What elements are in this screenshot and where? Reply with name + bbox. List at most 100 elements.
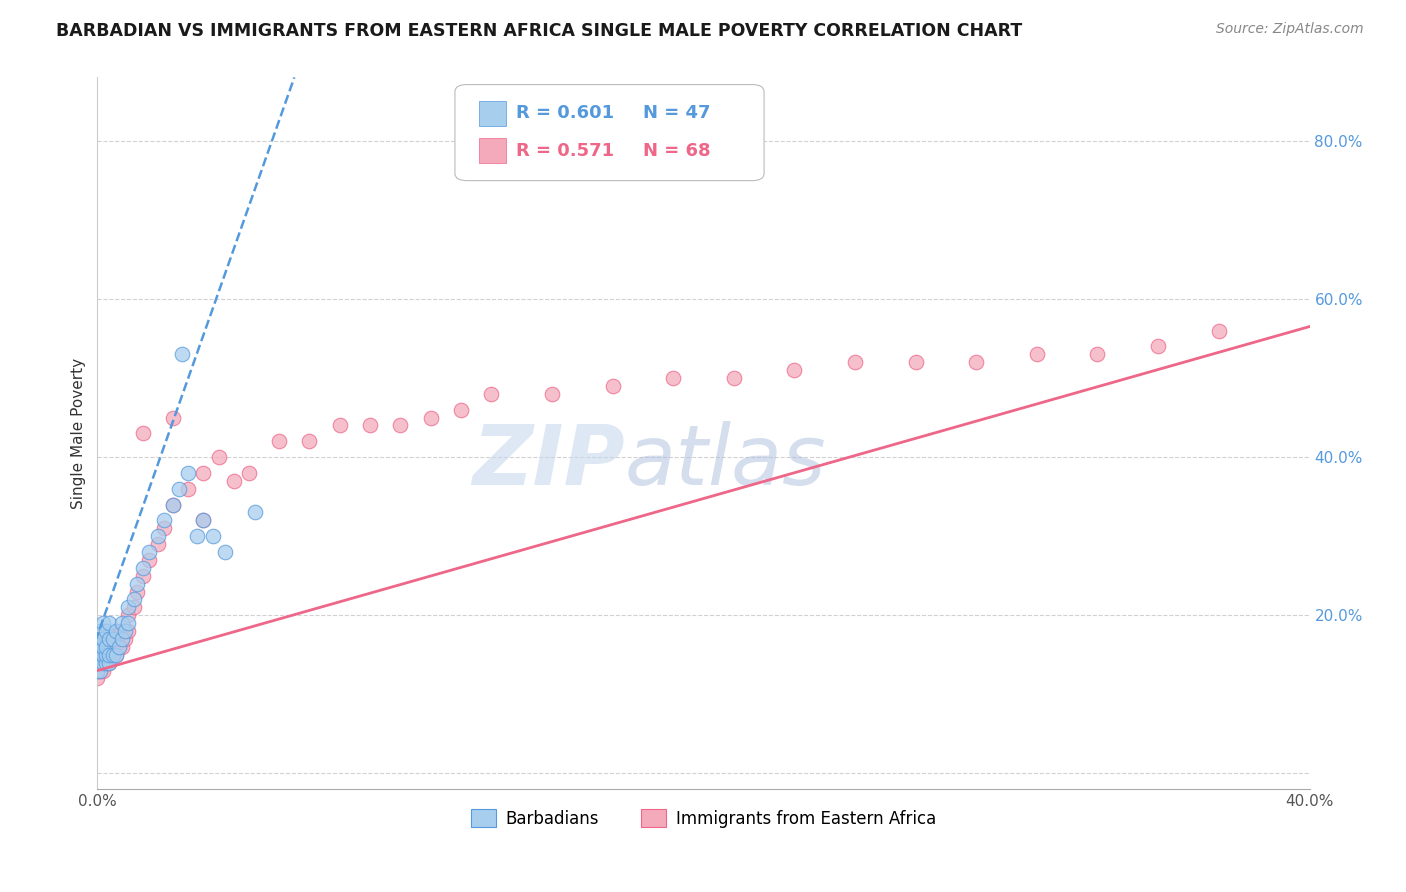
Point — [201, 529, 224, 543]
Point — [110, 640, 132, 654]
Point — [101, 648, 124, 662]
Point — [167, 482, 190, 496]
Point — [89, 664, 111, 678]
Y-axis label: Single Male Poverty: Single Male Poverty — [72, 358, 86, 509]
Point — [89, 624, 111, 638]
Point — [269, 434, 291, 449]
Point — [89, 664, 111, 678]
Point — [1208, 324, 1230, 338]
Point — [93, 664, 115, 678]
Point — [86, 632, 108, 646]
Point — [193, 513, 215, 527]
Point — [110, 616, 132, 631]
Point — [101, 640, 124, 654]
Point — [541, 386, 564, 401]
Point — [86, 664, 108, 678]
Point — [101, 632, 124, 646]
Point — [117, 624, 139, 638]
Point — [193, 513, 215, 527]
Point — [1087, 347, 1109, 361]
Point — [153, 521, 176, 535]
Point — [146, 529, 169, 543]
Point — [89, 656, 111, 670]
Point — [389, 418, 412, 433]
Point — [146, 537, 169, 551]
Point — [104, 632, 127, 646]
Point — [107, 640, 129, 654]
Text: N = 47: N = 47 — [643, 104, 710, 122]
Point — [450, 402, 472, 417]
Point — [132, 561, 155, 575]
Legend: Barbadians, Immigrants from Eastern Africa: Barbadians, Immigrants from Eastern Afri… — [464, 803, 943, 834]
Point — [107, 624, 129, 638]
Point — [98, 656, 121, 670]
Point — [96, 656, 118, 670]
Point — [114, 632, 136, 646]
Point — [110, 632, 132, 646]
Point — [89, 640, 111, 654]
Point — [96, 656, 118, 670]
Point — [359, 418, 381, 433]
Point — [104, 648, 127, 662]
Point — [122, 592, 145, 607]
Point — [172, 347, 194, 361]
Point — [93, 632, 115, 646]
Point — [86, 656, 108, 670]
Point — [114, 624, 136, 638]
Point — [86, 656, 108, 670]
Point — [96, 640, 118, 654]
Point — [122, 600, 145, 615]
Point — [96, 640, 118, 654]
Point — [1147, 339, 1170, 353]
Point — [104, 624, 127, 638]
Point — [93, 640, 115, 654]
Point — [844, 355, 866, 369]
Text: Source: ZipAtlas.com: Source: ZipAtlas.com — [1216, 22, 1364, 37]
Point — [86, 640, 108, 654]
Point — [93, 648, 115, 662]
Point — [419, 410, 441, 425]
Point — [86, 640, 108, 654]
Point — [479, 386, 502, 401]
Point — [86, 664, 108, 678]
Point — [965, 355, 987, 369]
Point — [98, 632, 121, 646]
Point — [93, 656, 115, 670]
Point — [186, 529, 208, 543]
FancyBboxPatch shape — [479, 138, 506, 163]
Point — [723, 371, 745, 385]
Point — [662, 371, 685, 385]
Text: ZIP: ZIP — [472, 421, 624, 502]
Point — [153, 513, 176, 527]
Point — [86, 648, 108, 662]
Point — [904, 355, 927, 369]
Point — [117, 600, 139, 615]
Point — [1025, 347, 1047, 361]
Point — [86, 672, 108, 686]
Point — [222, 474, 245, 488]
Point — [298, 434, 321, 449]
Point — [101, 632, 124, 646]
Point — [86, 648, 108, 662]
Point — [162, 410, 184, 425]
Point — [214, 545, 236, 559]
FancyBboxPatch shape — [456, 85, 763, 181]
Point — [132, 426, 155, 441]
Text: R = 0.571: R = 0.571 — [516, 142, 613, 160]
Point — [110, 624, 132, 638]
Point — [98, 656, 121, 670]
Point — [125, 584, 148, 599]
Point — [162, 498, 184, 512]
Text: R = 0.601: R = 0.601 — [516, 104, 613, 122]
Text: BARBADIAN VS IMMIGRANTS FROM EASTERN AFRICA SINGLE MALE POVERTY CORRELATION CHAR: BARBADIAN VS IMMIGRANTS FROM EASTERN AFR… — [56, 22, 1022, 40]
Point — [93, 648, 115, 662]
Point — [238, 466, 260, 480]
Point — [138, 553, 160, 567]
Point — [602, 379, 624, 393]
Point — [193, 466, 215, 480]
Point — [96, 632, 118, 646]
Text: atlas: atlas — [624, 421, 827, 502]
Point — [89, 648, 111, 662]
Point — [125, 576, 148, 591]
Point — [138, 545, 160, 559]
